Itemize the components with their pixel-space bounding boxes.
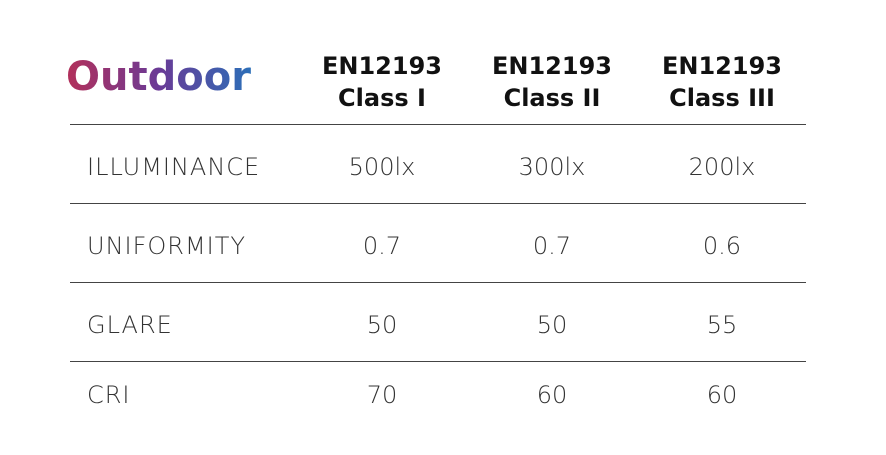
row-divider (70, 361, 806, 362)
column-header: Class III (669, 84, 775, 112)
row-label: UNIFORMITY (87, 232, 247, 260)
table-cell: 0.7 (532, 232, 572, 260)
column-header: EN12193 (492, 52, 612, 80)
column-header: Class II (503, 84, 601, 112)
table-cell: 500lx (348, 153, 416, 181)
row-label: GLARE (87, 311, 173, 339)
column-header: EN12193 (322, 52, 442, 80)
table-cell: 50 (366, 311, 398, 339)
row-divider (70, 282, 806, 283)
table-cell: 300lx (518, 153, 586, 181)
table-title: Outdoor (66, 54, 251, 100)
table-cell: 55 (706, 311, 738, 339)
table-cell: 70 (366, 381, 398, 409)
table-cell: 60 (706, 381, 738, 409)
column-header: Class I (338, 84, 426, 112)
table-cell: 0.7 (362, 232, 402, 260)
table-cell: 200lx (688, 153, 756, 181)
row-label: CRI (87, 381, 131, 409)
row-label: ILLUMINANCE (87, 153, 261, 181)
row-divider (70, 124, 806, 125)
column-header: EN12193 (662, 52, 782, 80)
table-cell: 60 (536, 381, 568, 409)
row-divider (70, 203, 806, 204)
table-cell: 50 (536, 311, 568, 339)
table-cell: 0.6 (702, 232, 742, 260)
